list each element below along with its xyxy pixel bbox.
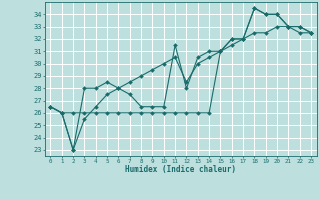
- X-axis label: Humidex (Indice chaleur): Humidex (Indice chaleur): [125, 165, 236, 174]
